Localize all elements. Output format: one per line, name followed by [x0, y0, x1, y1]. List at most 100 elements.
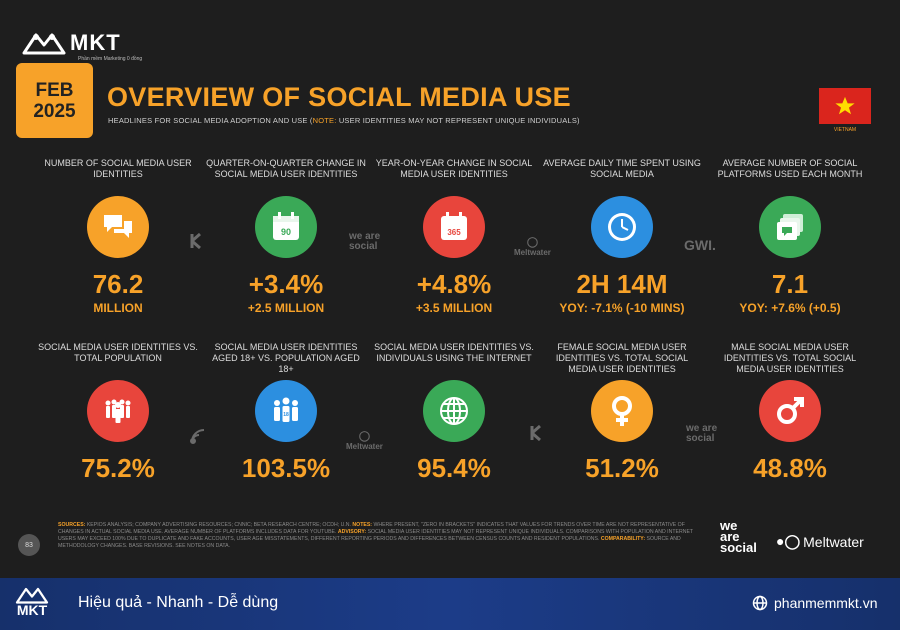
website-text: phanmemmkt.vn: [774, 595, 878, 611]
banner-slogan: Hiệu quả - Nhanh - Dễ dùng: [78, 594, 279, 611]
stat-value: 95.4%: [417, 453, 491, 483]
stat-label: YEAR-ON-YEAR CHANGE IN SOCIAL MEDIA USER…: [375, 158, 533, 179]
notes-sources-text: KEPIOS ANALYSIS; COMPANY ADVERTISING RES…: [85, 522, 353, 528]
notes-advisory-text: SOCIAL MEDIA USER IDENTITIES MAY NOT REP…: [58, 529, 694, 542]
stat-sub: MILLION: [93, 301, 143, 315]
notes-comparability-label: COMPARABILITY:: [600, 536, 646, 542]
meltwater-logo: ●◯ Meltwater: [776, 533, 864, 550]
stat-value: +3.4%: [248, 269, 324, 299]
meltwater-watermark-icon: ◯: [358, 431, 371, 442]
stat-adults: SOCIAL MEDIA USER IDENTITIES AGED 18+ vs…: [206, 342, 366, 482]
stat-social-identities: NUMBER OF SOCIAL MEDIA USER IDENTITIES 7…: [38, 158, 198, 315]
bottom-banner: MKT Hiệu quả - Nhanh - Dễ dùng phanmemmk…: [0, 578, 900, 630]
watermark-text: Meltwater: [514, 248, 551, 257]
stat-female: FEMALE SOCIAL MEDIA USER IDENTITIES vs. …: [542, 342, 702, 482]
svg-text:90: 90: [281, 227, 291, 237]
stacked-windows-icon: [759, 196, 821, 258]
brand-tagline: Phần mềm Marketing 0 đồng: [78, 56, 143, 62]
stat-sub: YOY: -7.1% (-10 MINS): [559, 301, 685, 315]
date-year: 2025: [33, 100, 76, 122]
stat-value: 7.1: [771, 269, 809, 299]
svg-text:365: 365: [447, 228, 461, 237]
banner-logo: MKT: [14, 586, 50, 618]
meltwater-watermark: ◯ Meltwater: [514, 238, 551, 258]
brand-logo: MKT Phần mềm Marketing 0 đồng: [22, 30, 142, 62]
star-icon: [835, 96, 855, 115]
watermark-text: we are social: [349, 231, 381, 252]
we-are-social-watermark: we are social: [686, 424, 726, 444]
stat-label: SOCIAL MEDIA USER IDENTITIES vs. TOTAL P…: [38, 342, 198, 363]
calendar-365-icon: 365: [423, 196, 485, 258]
banner-brand: MKT: [16, 602, 48, 618]
footnotes: SOURCES: KEPIOS ANALYSIS; COMPANY ADVERT…: [58, 522, 698, 550]
notes-comparability-text: SOURCE AND METHODOLOGY CHANGES. BASE REV…: [58, 536, 681, 549]
stat-value: 103.5%: [241, 453, 331, 483]
stat-label: AVERAGE NUMBER OF SOCIAL PLATFORMS USED …: [717, 158, 863, 179]
notes-notes-text: WHERE PRESENT, "ZERO IN BRACKETS" INDICA…: [58, 522, 685, 535]
infographic-slide: MKT Phần mềm Marketing 0 đồng FEB 2025 O…: [16, 30, 871, 556]
adults-icon: 18: [255, 380, 317, 442]
stat-qoq-change: QUARTER-ON-QUARTER CHANGE IN SOCIAL MEDI…: [206, 158, 366, 315]
date-badge: FEB 2025: [16, 63, 93, 138]
stat-vs-population: SOCIAL MEDIA USER IDENTITIES vs. TOTAL P…: [38, 342, 198, 482]
kepios-watermark-icon: [530, 424, 544, 445]
stat-platforms: AVERAGE NUMBER OF SOCIAL PLATFORMS USED …: [710, 158, 870, 315]
page-number: 83: [18, 534, 40, 556]
meltwater-watermark: ◯ Meltwater: [346, 432, 383, 452]
date-month: FEB: [35, 79, 74, 101]
notes-sources-label: SOURCES:: [58, 522, 86, 528]
stat-label: SOCIAL MEDIA USER IDENTITIES vs. INDIVID…: [374, 342, 534, 363]
brand-name: MKT: [70, 30, 121, 55]
notes-advisory-label: ADVISORY:: [337, 529, 367, 535]
globe-icon: [423, 380, 485, 442]
watermark-text: we are social: [686, 423, 718, 444]
stat-label: SOCIAL MEDIA USER IDENTITIES AGED 18+ vs…: [212, 342, 360, 374]
svg-text:18: 18: [283, 412, 289, 418]
stat-vs-internet: SOCIAL MEDIA USER IDENTITIES vs. INDIVID…: [374, 342, 534, 482]
stat-value: 2H 14M: [576, 269, 668, 299]
stat-value: +4.8%: [416, 269, 492, 299]
flag-label: VIETNAM: [833, 127, 857, 133]
we-are-social-logo: we are social: [720, 518, 757, 555]
meltwater-watermark-icon: ◯: [526, 237, 539, 248]
subtitle-suffix: USER IDENTITIES MAY NOT REPRESENT UNIQUE…: [336, 116, 580, 125]
stat-yoy-change: YEAR-ON-YEAR CHANGE IN SOCIAL MEDIA USER…: [374, 158, 534, 315]
stat-value: 51.2%: [585, 453, 659, 483]
people-group-icon: [87, 380, 149, 442]
page-subtitle: HEADLINES FOR SOCIAL MEDIA ADOPTION AND …: [108, 116, 580, 125]
we-are-social-watermark: we are social: [349, 232, 389, 252]
subtitle-prefix: HEADLINES FOR SOCIAL MEDIA ADOPTION AND …: [108, 116, 313, 125]
stat-sub: +2.5 MILLION: [247, 301, 325, 315]
vietnam-flag-icon: [819, 88, 871, 124]
website-link[interactable]: phanmemmkt.vn: [752, 595, 877, 611]
stat-daily-time: AVERAGE DAILY TIME SPENT USING SOCIAL ME…: [542, 158, 702, 315]
stat-label: NUMBER OF SOCIAL MEDIA USER IDENTITIES: [44, 158, 192, 179]
mkt-logo-icon: [15, 587, 49, 604]
stat-label: AVERAGE DAILY TIME SPENT USING SOCIAL ME…: [543, 158, 701, 179]
calendar-90-icon: 90: [255, 196, 317, 258]
stat-value: 76.2: [92, 269, 144, 299]
subtitle-note: NOTE:: [312, 116, 337, 125]
meltwater-icon: ●◯: [776, 533, 801, 549]
watermark-text: Meltwater: [346, 442, 383, 451]
stat-value: 48.8%: [753, 453, 827, 483]
female-icon: [591, 380, 653, 442]
page-title: OVERVIEW OF SOCIAL MEDIA USE: [107, 82, 571, 112]
stat-sub: YOY: +7.6% (+0.5): [739, 301, 841, 315]
clock-icon: [591, 196, 653, 258]
male-icon: [759, 380, 821, 442]
stat-label: MALE SOCIAL MEDIA USER IDENTITIES vs. TO…: [723, 342, 857, 374]
stat-male: MALE SOCIAL MEDIA USER IDENTITIES vs. TO…: [710, 342, 870, 482]
meltwater-logo-text: Meltwater: [803, 533, 864, 550]
stat-label: FEMALE SOCIAL MEDIA USER IDENTITIES vs. …: [555, 342, 689, 374]
mkt-logo-icon: [22, 33, 66, 55]
kepios-watermark-icon: [190, 232, 204, 253]
globe-icon: [752, 595, 768, 611]
gwi-watermark: GWI.: [684, 237, 716, 253]
stat-value: 75.2%: [81, 453, 155, 483]
stat-sub: +3.5 MILLION: [415, 301, 493, 315]
notes-notes-label: NOTES:: [352, 522, 373, 528]
chat-bubbles-icon: [87, 196, 149, 258]
signal-watermark-icon: [190, 426, 210, 447]
stat-label: QUARTER-ON-QUARTER CHANGE IN SOCIAL MEDI…: [206, 158, 366, 179]
